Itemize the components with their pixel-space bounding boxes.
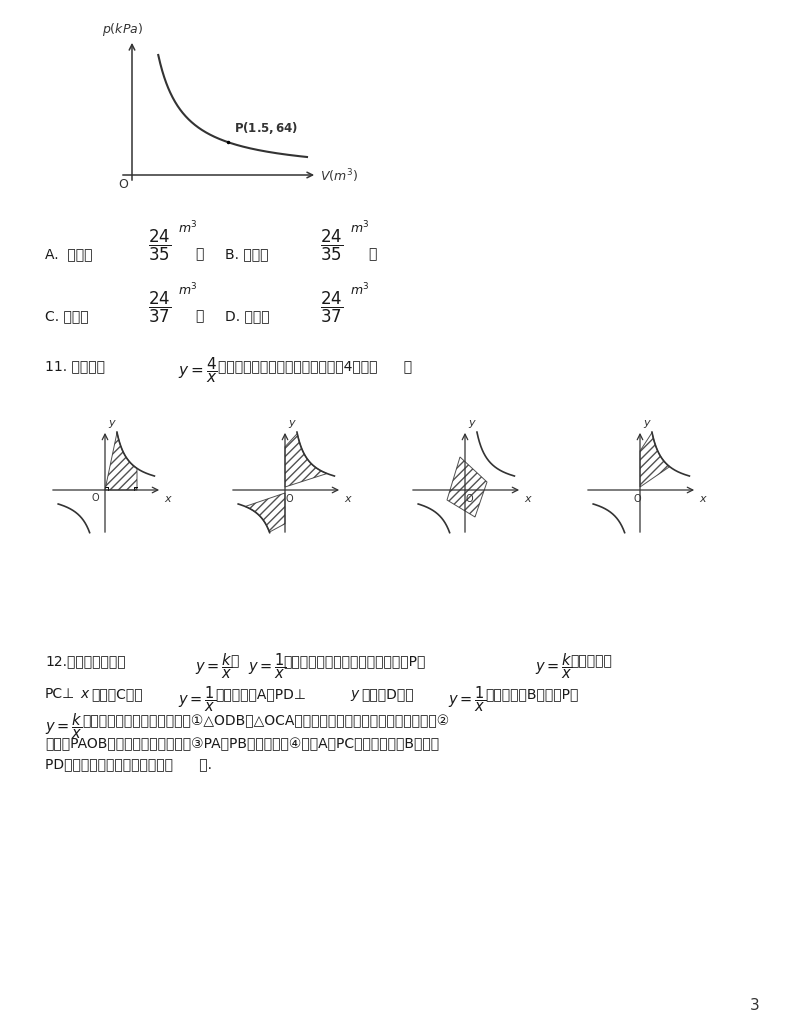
Text: 和: 和: [230, 654, 238, 668]
Text: $y=\dfrac{4}{x}$: $y=\dfrac{4}{x}$: [178, 355, 218, 384]
Polygon shape: [640, 433, 670, 487]
Text: 四边形PAOB的面积不会发生变化；③PA与PB始终相等；④当点A是PC的中点时，点B一定是: 四边形PAOB的面积不会发生变化；③PA与PB始终相等；④当点A是PC的中点时，…: [45, 737, 439, 751]
Text: x: x: [524, 494, 530, 503]
Text: $\dfrac{24}{37}$: $\dfrac{24}{37}$: [148, 290, 171, 325]
Text: $y=\dfrac{k}{x}$: $y=\dfrac{k}{x}$: [195, 651, 233, 681]
Text: PC⊥: PC⊥: [45, 687, 75, 701]
Text: y: y: [288, 418, 294, 428]
Text: y: y: [468, 418, 474, 428]
Text: 的图象于点A，PD⊥: 的图象于点A，PD⊥: [215, 687, 306, 701]
Text: O: O: [633, 494, 641, 503]
Text: $m^3$: $m^3$: [178, 220, 198, 236]
Text: $m^3$: $m^3$: [350, 220, 370, 236]
Text: O: O: [285, 494, 293, 503]
Text: ；: ；: [195, 309, 203, 323]
Text: A.  不大于: A. 不大于: [45, 247, 93, 261]
Text: B. 不小于: B. 不小于: [225, 247, 269, 261]
Text: x: x: [344, 494, 350, 503]
Text: 12.两个反比例函数: 12.两个反比例函数: [45, 654, 126, 668]
Text: ；: ；: [195, 247, 203, 261]
Text: $V(m^3)$: $V(m^3)$: [320, 167, 358, 184]
Text: O: O: [91, 493, 99, 503]
Text: $\mathbf{P(1.5,64)}$: $\mathbf{P(1.5,64)}$: [234, 120, 298, 137]
Text: 的图象中，阴影部分的面积不等于4的是（      ）: 的图象中，阴影部分的面积不等于4的是（ ）: [218, 359, 412, 373]
Text: $y$: $y$: [350, 688, 361, 703]
Text: O: O: [465, 494, 473, 503]
Text: 的图象上运动时，以下结论：①△ODB与△OCA不一定全等，所以它们的面积不相等；②: 的图象上运动时，以下结论：①△ODB与△OCA不一定全等，所以它们的面积不相等；…: [82, 714, 450, 728]
Text: $p(kPa)$: $p(kPa)$: [102, 21, 143, 38]
Text: 3: 3: [750, 998, 760, 1013]
Text: PD的中点．其中一定正确的是（      ）.: PD的中点．其中一定正确的是（ ）.: [45, 757, 212, 771]
Text: 的图象于点B，当点P在: 的图象于点B，当点P在: [485, 687, 578, 701]
Text: $y=\dfrac{1}{x}$: $y=\dfrac{1}{x}$: [178, 684, 216, 714]
Text: $\dfrac{24}{37}$: $\dfrac{24}{37}$: [320, 290, 343, 325]
Polygon shape: [246, 493, 285, 533]
Text: 轴于点C，交: 轴于点C，交: [91, 687, 142, 701]
Text: O: O: [118, 178, 128, 192]
Text: $\dfrac{24}{35}$: $\dfrac{24}{35}$: [320, 228, 343, 263]
Text: $\dfrac{24}{35}$: $\dfrac{24}{35}$: [148, 228, 171, 263]
Text: $x$: $x$: [80, 687, 90, 701]
Text: x: x: [164, 494, 170, 503]
Text: x: x: [699, 494, 706, 503]
Polygon shape: [447, 457, 487, 517]
Text: C. 不大于: C. 不大于: [45, 309, 89, 323]
Text: $y=\dfrac{k}{x}$: $y=\dfrac{k}{x}$: [45, 711, 83, 741]
Text: 轴于点D，交: 轴于点D，交: [361, 687, 414, 701]
Text: y: y: [643, 418, 650, 428]
Text: $m^3$: $m^3$: [350, 282, 370, 298]
Text: $y=\dfrac{1}{x}$: $y=\dfrac{1}{x}$: [248, 651, 286, 681]
Text: $m^3$: $m^3$: [178, 282, 198, 298]
Text: 在第一象限内的图象如图所示，点P在: 在第一象限内的图象如图所示，点P在: [283, 654, 426, 668]
Text: $y=\dfrac{k}{x}$: $y=\dfrac{k}{x}$: [535, 651, 573, 681]
Text: y: y: [108, 418, 114, 428]
Text: D. 不小于: D. 不小于: [225, 309, 270, 323]
Polygon shape: [105, 432, 137, 490]
Text: $y=\dfrac{1}{x}$: $y=\dfrac{1}{x}$: [448, 684, 486, 714]
Text: ；: ；: [368, 247, 376, 261]
Polygon shape: [285, 433, 327, 487]
Text: 11. 在双曲线: 11. 在双曲线: [45, 359, 105, 373]
Text: 的图象上，: 的图象上，: [570, 654, 612, 668]
